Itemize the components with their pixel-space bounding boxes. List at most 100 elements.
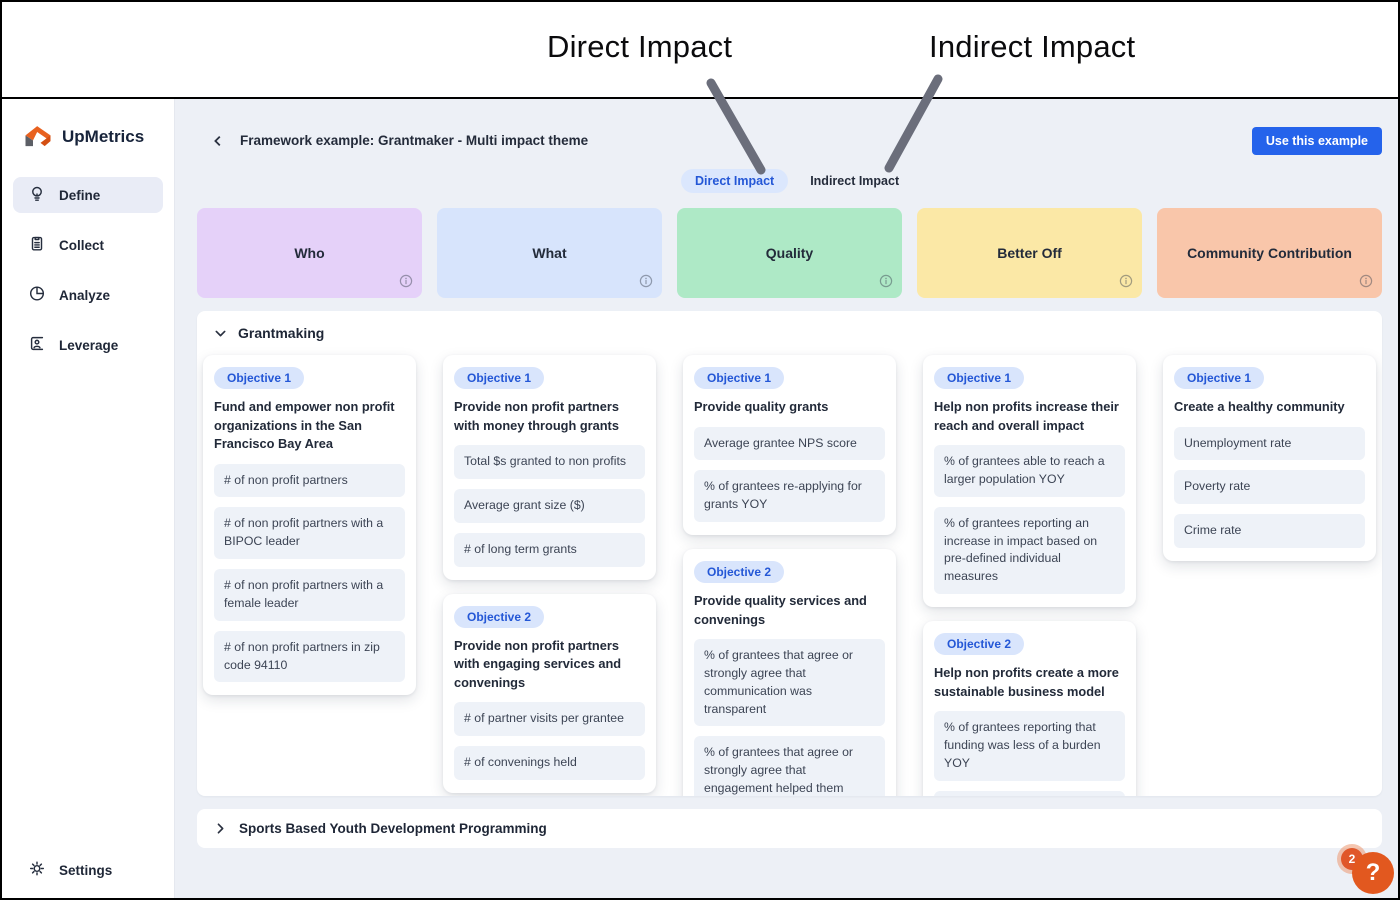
metric-item[interactable]: % of grantees that agree or strongly agr… — [694, 736, 885, 796]
objective-badge: Objective 1 — [1174, 367, 1265, 389]
metric-item[interactable]: % of grantees reporting they agree or st… — [934, 790, 1125, 796]
card-column-who: Objective 1 Fund and empower non profit … — [197, 355, 422, 796]
info-icon[interactable] — [1359, 274, 1373, 291]
metric-item[interactable]: # of non profit partners with a female l… — [214, 569, 405, 621]
objective-cards-grid: Objective 1 Fund and empower non profit … — [197, 355, 1382, 796]
sidebar-item-define[interactable]: Define — [13, 177, 163, 213]
objective-title: Provide non profit partners with money t… — [454, 399, 619, 433]
info-icon[interactable] — [1119, 274, 1133, 291]
pie-chart-icon — [28, 284, 46, 306]
sidebar-item-collect[interactable]: Collect — [13, 227, 163, 263]
sidebar-item-leverage[interactable]: Leverage — [13, 327, 163, 363]
sidebar-nav: Define Collect Ana — [13, 177, 163, 363]
objective-badge: Objective 1 — [454, 367, 545, 389]
section-sports-header[interactable]: Sports Based Youth Development Programmi… — [197, 809, 1382, 848]
column-header-quality[interactable]: Quality — [677, 208, 902, 298]
settings-label: Settings — [59, 862, 113, 878]
metric-item[interactable]: Total $s granted to non profits — [454, 445, 645, 479]
objective-badge: Objective 1 — [214, 367, 305, 389]
brand-name: UpMetrics — [62, 127, 145, 146]
column-label: What — [532, 245, 567, 261]
metric-item[interactable]: Unemployment rate — [1174, 426, 1365, 461]
sidebar-item-label: Analyze — [59, 287, 111, 303]
section-grantmaking: Grantmaking Objective 1 Fund and empower… — [197, 311, 1382, 796]
card-column-community-contribution: Objective 1 Create a healthy community U… — [1157, 355, 1382, 796]
metric-item[interactable]: Poverty rate — [1174, 470, 1365, 505]
column-header-community-contribution[interactable]: Community Contribution — [1157, 208, 1382, 298]
objective-card[interactable]: Objective 1 Provide quality grants Avera… — [683, 355, 896, 536]
metric-item[interactable]: # of convenings held — [454, 746, 645, 780]
objective-badge: Objective 1 — [934, 367, 1025, 389]
metric-item[interactable]: # of long term grants — [454, 532, 645, 567]
metric-item[interactable]: # of partner visits per grantee — [454, 702, 645, 737]
metric-item[interactable]: # of non profit partners — [214, 463, 405, 498]
objective-title: Fund and empower non profit organization… — [214, 399, 395, 452]
metric-item[interactable]: # of non profit partners in zip code 941… — [214, 630, 405, 683]
section-grantmaking-header[interactable]: Grantmaking — [214, 325, 1382, 341]
upmetrics-logo: UpMetrics — [23, 124, 174, 150]
id-card-icon — [28, 334, 46, 356]
toggle-direct-impact[interactable]: Direct Impact — [681, 169, 789, 193]
main-content: Framework example: Grantmaker - Multi im… — [175, 99, 1398, 898]
objective-title: Provide quality grants — [694, 399, 829, 414]
lightbulb-icon — [28, 184, 46, 206]
objective-title: Provide non profit partners with engagin… — [454, 637, 622, 690]
gear-icon — [28, 859, 46, 881]
objective-title: Help non profits increase their reach an… — [934, 399, 1119, 433]
objective-badge: Objective 2 — [694, 561, 785, 584]
metric-item[interactable]: % of grantees reporting that funding was… — [934, 711, 1125, 781]
sidebar-item-analyze[interactable]: Analyze — [13, 277, 163, 313]
objective-card[interactable]: Objective 1 Create a healthy community U… — [1163, 355, 1376, 562]
column-label: Who — [294, 245, 325, 261]
sidebar-item-settings[interactable]: Settings — [28, 859, 112, 881]
objective-card[interactable]: Objective 2 Provide quality services and… — [683, 549, 896, 796]
chevron-left-icon — [214, 135, 221, 146]
column-header-what[interactable]: What — [437, 208, 662, 298]
objective-title: Help non profits create a more sustainab… — [934, 665, 1119, 699]
column-header-better-off[interactable]: Better Off — [917, 208, 1142, 298]
section-title: Grantmaking — [238, 325, 325, 341]
card-column-better-off: Objective 1 Help non profits increase th… — [917, 355, 1142, 796]
column-label: Better Off — [997, 245, 1062, 261]
objective-card[interactable]: Objective 2 Provide non profit partners … — [443, 593, 656, 793]
column-headers: Who What Quality — [197, 208, 1382, 298]
sidebar-item-label: Define — [59, 187, 101, 203]
objective-title: Create a healthy community — [1174, 399, 1345, 414]
upmetrics-logo-icon — [25, 126, 51, 147]
annotation-indirect-impact-label: Indirect Impact — [929, 29, 1136, 64]
metric-item[interactable]: % of grantees re-applying for grants YOY — [694, 470, 885, 523]
annotation-direct-impact-label: Direct Impact — [547, 29, 733, 64]
metric-item[interactable]: % of grantees reporting an increase in i… — [934, 506, 1125, 595]
metric-item[interactable]: % of grantees able to reach a larger pop… — [934, 445, 1125, 497]
back-button[interactable] — [211, 134, 225, 148]
info-icon[interactable] — [399, 274, 413, 291]
column-header-who[interactable]: Who — [197, 208, 422, 298]
sidebar-item-label: Leverage — [59, 337, 119, 353]
objective-badge: Objective 2 — [454, 605, 545, 628]
info-icon[interactable] — [879, 274, 893, 291]
info-icon[interactable] — [639, 274, 653, 291]
metric-item[interactable]: # of non profit partners with a BIPOC le… — [214, 507, 405, 560]
help-button[interactable]: ? — [1352, 852, 1394, 894]
clipboard-icon — [28, 234, 46, 256]
page-title: Framework example: Grantmaker - Multi im… — [240, 133, 589, 148]
use-this-example-button[interactable]: Use this example — [1251, 126, 1382, 155]
metric-item[interactable]: % of grantees that agree or strongly agr… — [694, 639, 885, 727]
objective-card[interactable]: Objective 1 Provide non profit partners … — [443, 355, 656, 580]
chevron-down-icon — [215, 330, 226, 336]
objective-badge: Objective 2 — [934, 633, 1025, 656]
page-header: Framework example: Grantmaker - Multi im… — [197, 126, 1382, 155]
objective-card[interactable]: Objective 2 Help non profits create a mo… — [923, 621, 1136, 796]
metric-item[interactable]: Average grantee NPS score — [694, 426, 885, 461]
objective-card[interactable]: Objective 1 Fund and empower non profit … — [203, 355, 416, 696]
toggle-indirect-impact[interactable]: Indirect Impact — [810, 174, 900, 188]
metric-item[interactable]: Average grant size ($) — [454, 488, 645, 523]
sidebar: UpMetrics Define — [2, 99, 175, 898]
column-label: Quality — [765, 245, 814, 261]
impact-toggle: Direct Impact Indirect Impact — [681, 169, 1382, 193]
objective-card[interactable]: Objective 1 Help non profits increase th… — [923, 355, 1136, 608]
app-window: UpMetrics Define — [2, 97, 1398, 898]
metric-item[interactable]: Crime rate — [1174, 514, 1365, 549]
question-mark-icon: ? — [1365, 859, 1381, 886]
